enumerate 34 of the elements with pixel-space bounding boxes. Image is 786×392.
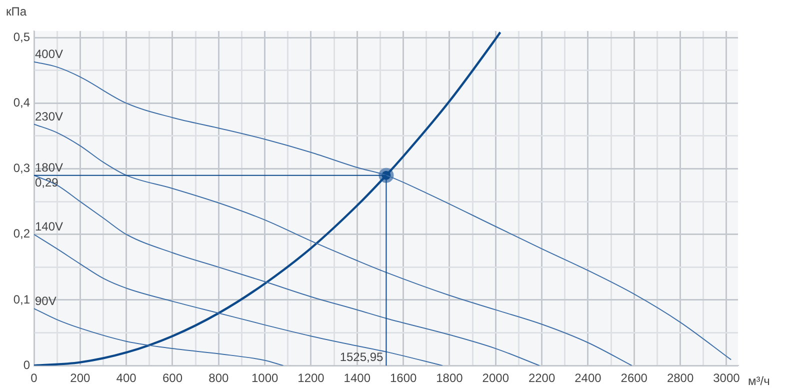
x-tick-label: 1800 — [436, 371, 464, 386]
x-axis-title: м³/ч — [748, 374, 770, 388]
x-tick-label: 3000 — [713, 371, 740, 386]
x-tick-label: 600 — [162, 371, 183, 386]
x-tick-label: 2400 — [574, 371, 602, 386]
annotation: 1525,95 — [340, 350, 384, 364]
y-tick-label: 0,3 — [13, 161, 30, 176]
x-tick-label: 2200 — [528, 371, 556, 386]
line-series — [34, 234, 444, 366]
series-label: 90V — [35, 294, 56, 308]
y-axis-title: кПа — [6, 4, 27, 18]
line-series — [34, 124, 632, 366]
x-tick-label: 800 — [208, 371, 229, 386]
line-series — [34, 308, 284, 366]
x-tick-label: 400 — [116, 371, 137, 386]
line-series — [34, 174, 540, 366]
x-tick-label: 1400 — [344, 371, 371, 386]
y-tick-label: 0,4 — [13, 95, 30, 110]
x-tick-label: 2800 — [666, 371, 694, 386]
y-tick-label: 0,5 — [13, 30, 30, 44]
series-label: 140V — [35, 220, 64, 234]
x-tick-label: 2000 — [482, 371, 510, 386]
series-label: 230V — [35, 109, 64, 124]
x-tick-label: 200 — [70, 371, 90, 386]
line-series — [34, 61, 732, 360]
x-tick-label: 1000 — [251, 371, 278, 386]
x-tick-label: 1200 — [298, 371, 325, 386]
series-label: 400V — [35, 47, 64, 62]
y-tick-label: 0 — [23, 358, 30, 372]
x-tick-label: 2600 — [620, 371, 648, 386]
y-tick-label: 0,1 — [13, 292, 30, 306]
y-tick-label: 0,2 — [13, 226, 30, 241]
series-label: 180V — [35, 160, 64, 175]
x-tick-label: 1600 — [390, 371, 417, 386]
